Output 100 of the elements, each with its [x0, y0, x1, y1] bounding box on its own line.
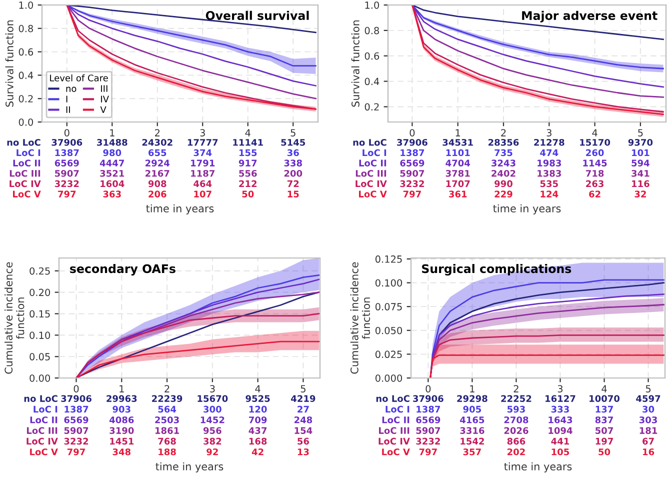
text: 206 [148, 190, 166, 198]
text: 137 [596, 406, 613, 413]
text: 17777 [188, 139, 218, 146]
text: 2026 [504, 427, 528, 434]
text: 905 [463, 406, 481, 413]
y-tick-label: 0.4 [18, 72, 34, 80]
text: 120 [249, 406, 267, 413]
text: LoC IV [378, 438, 410, 445]
text: 348 [112, 448, 130, 456]
text: 341 [632, 170, 650, 177]
legend-label: I [66, 96, 68, 102]
text: LoC III [379, 427, 410, 434]
y-tick-label: 0.10 [30, 332, 50, 339]
text: 2924 [146, 160, 170, 166]
y-axis-title: Cumulative incidence function [350, 262, 370, 374]
chart-title: secondary OAFs [70, 264, 176, 276]
y-tick-label: 0.075 [375, 303, 402, 310]
text: 15170 [580, 138, 610, 146]
text: no LoC [7, 138, 40, 146]
text: 56 [298, 438, 309, 445]
x-tick-label: 5 [290, 129, 296, 136]
text: 67 [642, 438, 654, 445]
text: 28356 [488, 138, 519, 146]
text: 263 [586, 180, 604, 188]
text: 107 [194, 190, 212, 198]
text: 5907 [55, 170, 79, 177]
text: 1383 [538, 170, 561, 177]
text: 1145 [583, 160, 607, 166]
text: 655 [148, 149, 166, 156]
x-axis-title: time in years [156, 462, 224, 472]
text: 464 [194, 180, 212, 188]
text: 16127 [546, 395, 576, 402]
y-axis-title: Survival function [5, 20, 14, 107]
text: 22252 [501, 395, 532, 402]
y-tick-label: 1.0 [365, 1, 380, 9]
x-tick-label: 3 [210, 385, 215, 392]
chart-title: Overall survival [206, 10, 309, 20]
text: LoC III [26, 427, 58, 434]
text: 260 [586, 149, 604, 156]
text: 181 [640, 427, 658, 434]
y-tick-label: 0.0 [18, 118, 34, 126]
text: 4219 [291, 395, 316, 402]
text: 718 [586, 170, 604, 177]
legend-label: II [66, 106, 70, 113]
text: 72 [287, 180, 299, 187]
text: 1387 [400, 149, 424, 156]
text: 3232 [400, 180, 424, 188]
text: 32 [634, 190, 646, 198]
text: 3521 [100, 170, 124, 177]
text: 168 [249, 438, 267, 445]
text: 1451 [110, 438, 134, 445]
legend-title: Level of Care [50, 74, 108, 82]
text: LoC V [13, 190, 41, 198]
text: 374 [194, 149, 212, 156]
x-axis-title: time in years [493, 204, 561, 214]
text: 37906 [61, 395, 92, 402]
text: 29298 [457, 395, 488, 402]
text: LoC IV [10, 180, 41, 188]
text: 36 [287, 149, 299, 156]
y-tick-label: 0.2 [18, 95, 33, 102]
y-tick-label: 0.6 [364, 52, 380, 60]
text: 62 [589, 190, 600, 198]
text: 15 [288, 190, 299, 198]
text: 212 [239, 180, 257, 187]
x-tick-label: 1 [110, 129, 114, 136]
text: 441 [551, 438, 570, 444]
text: 22239 [152, 395, 182, 402]
y-tick-label: 0.025 [375, 350, 402, 358]
text: 42 [252, 448, 264, 456]
text: 1187 [191, 170, 214, 177]
text: 1387 [416, 406, 440, 413]
text: 34531 [442, 138, 473, 146]
text: LoC III [356, 170, 386, 177]
text: 6569 [64, 416, 88, 424]
x-axis-title: time in years [504, 462, 572, 472]
text: 797 [403, 190, 421, 198]
text: 338 [284, 160, 302, 166]
text: 6569 [54, 160, 79, 166]
text: LoC II [30, 416, 58, 424]
text: 2708 [504, 416, 528, 424]
y-tick-label: 0.6 [18, 48, 34, 56]
x-tick-label: 1 [120, 385, 124, 392]
text: 4597 [636, 395, 660, 402]
text: 4086 [109, 416, 134, 424]
line-series [76, 340, 320, 378]
text: 300 [204, 406, 222, 413]
x-tick-label: 1 [456, 129, 460, 136]
line-series [412, 5, 664, 40]
text: 2167 [146, 170, 170, 177]
text: 3232 [64, 438, 88, 445]
text: no LoC [353, 138, 386, 146]
text: 15670 [198, 395, 228, 402]
y-tick-label: 0.8 [18, 24, 33, 32]
text: 709 [248, 416, 267, 424]
text: 116 [632, 180, 650, 188]
text: 37906 [397, 138, 428, 146]
y-tick-label: 1.0 [19, 1, 34, 9]
text: no LoC [376, 395, 410, 402]
y-axis-title: Cumulative incidence function [4, 262, 24, 374]
text: 1643 [548, 416, 572, 424]
